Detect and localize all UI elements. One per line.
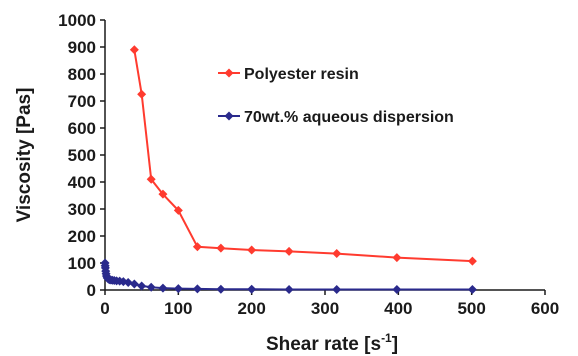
series-point-1 [137,281,147,291]
x-axis-label: Shear rate [s-1] [266,331,398,355]
y-tick-label: 900 [68,38,96,57]
series-layer [100,45,477,294]
y-ticks: 0 100 200 300 400 500 600 700 800 900 1000 [58,11,105,300]
x-axis-label-superscript: -1 [381,331,392,345]
y-tick-label: 700 [68,92,96,111]
y-tick-label: 800 [68,65,96,84]
legend-swatch-marker [224,111,234,121]
series-point-0 [129,45,139,55]
x-tick-label: 0 [100,299,109,318]
series-point-0 [284,246,294,256]
series-point-1 [467,284,477,294]
series-point-1 [129,279,139,289]
series-point-0 [392,253,402,263]
y-tick-label: 500 [68,146,96,165]
y-axis-label: Viscosity [Pas] [14,88,35,223]
series-point-1 [146,282,156,292]
x-axis-label-end: ] [392,334,398,355]
series-point-1 [192,284,202,294]
series-point-1 [284,284,294,294]
series-point-0 [247,245,257,255]
series-line-0 [133,49,473,263]
x-tick-label: 100 [164,299,192,318]
series-point-1 [123,277,133,287]
series-point-1 [392,284,402,294]
legend-label: Polyester resin [244,66,359,83]
series-point-0 [158,189,168,199]
legend-label: 70wt.% aqueous dispersion [244,109,454,126]
series-point-0 [173,205,183,215]
legend-swatch-marker [224,68,234,78]
series-point-0 [137,89,147,99]
x-tick-label: 400 [384,299,412,318]
x-tick-label: 200 [237,299,265,318]
y-tick-label: 600 [68,119,96,138]
x-tick-label: 600 [531,299,559,318]
y-tick-label: 1000 [58,11,96,30]
series-point-1 [216,284,226,294]
series-point-1 [332,284,342,294]
x-tick-label: 500 [457,299,485,318]
x-ticks: 0 100 200 300 400 500 600 [100,290,559,318]
series-point-1 [173,284,183,294]
x-axis-label-main: Shear rate [s [266,334,381,355]
y-tick-label: 400 [68,173,96,192]
axes [104,20,545,291]
series-point-0 [216,243,226,253]
y-tick-label: 100 [68,254,96,273]
legend: Polyester resin 70wt.% aqueous dispersion [218,66,454,126]
series-point-0 [467,256,477,266]
y-tick-label: 0 [87,281,96,300]
y-tick-label: 300 [68,200,96,219]
series-point-0 [146,174,156,184]
series-point-1 [158,283,168,293]
series-point-0 [192,242,202,252]
series-point-0 [332,249,342,259]
x-tick-label: 300 [311,299,339,318]
series-point-1 [247,284,257,294]
y-tick-label: 200 [68,227,96,246]
